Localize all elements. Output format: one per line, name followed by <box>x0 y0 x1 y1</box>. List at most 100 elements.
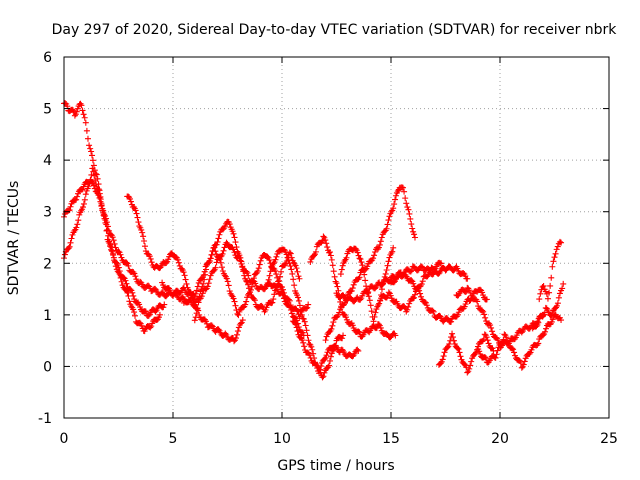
data-point <box>83 127 90 134</box>
data-point <box>225 282 232 289</box>
data-point <box>195 299 202 306</box>
data-point <box>335 312 342 319</box>
y-tick-label: 2 <box>43 256 52 272</box>
data-point <box>234 328 241 335</box>
data-point <box>355 328 362 335</box>
data-point <box>117 274 124 281</box>
data-point <box>327 353 334 360</box>
data-point <box>273 271 280 278</box>
data-point <box>348 287 355 294</box>
series-track <box>529 280 567 332</box>
data-point <box>318 239 325 246</box>
data-point <box>223 275 230 282</box>
data-point <box>546 289 553 296</box>
data-point <box>518 364 525 371</box>
data-point <box>142 308 149 315</box>
data-point <box>62 100 69 107</box>
data-point <box>408 277 415 284</box>
data-point <box>527 349 534 356</box>
data-point <box>364 263 371 270</box>
data-point <box>392 196 399 203</box>
data-point <box>230 295 237 302</box>
y-tick-label: 3 <box>43 205 52 221</box>
data-point <box>293 324 300 331</box>
data-point <box>241 272 248 279</box>
data-point <box>456 349 463 356</box>
data-point <box>93 181 100 188</box>
x-tick-label: 20 <box>491 431 509 447</box>
chart-title: Day 297 of 2020, Sidereal Day-to-day VTE… <box>52 22 618 38</box>
data-point <box>285 296 292 303</box>
data-point <box>147 324 154 331</box>
data-point <box>343 254 350 261</box>
data-point <box>141 238 148 245</box>
data-point <box>124 289 131 296</box>
data-point <box>65 207 72 214</box>
series-track <box>475 311 565 371</box>
data-point <box>488 324 495 331</box>
data-point <box>377 238 384 245</box>
data-point <box>543 325 550 332</box>
data-point <box>328 325 335 332</box>
data-point <box>352 245 359 252</box>
data-point <box>489 328 496 335</box>
data-point <box>174 256 181 263</box>
data-point <box>230 230 237 237</box>
x-tick-label: 15 <box>382 431 400 447</box>
data-point <box>440 353 447 360</box>
data-point <box>112 244 119 251</box>
data-point <box>355 252 362 259</box>
data-point <box>301 343 308 350</box>
data-point <box>92 177 99 184</box>
data-point <box>214 238 221 245</box>
data-point <box>558 239 565 246</box>
data-point <box>461 361 468 368</box>
data-point <box>300 315 307 322</box>
series-track <box>435 330 497 376</box>
data-point <box>78 102 85 109</box>
data-point <box>365 289 372 296</box>
data-point <box>483 296 490 303</box>
data-point <box>444 344 451 351</box>
data-point <box>419 278 426 285</box>
data-point <box>392 276 399 283</box>
data-point <box>175 259 182 266</box>
data-point <box>199 283 206 290</box>
data-point <box>125 292 132 299</box>
data-point <box>402 195 409 202</box>
data-point <box>280 289 287 296</box>
data-point <box>118 278 125 285</box>
data-point <box>131 309 138 316</box>
data-point <box>376 300 383 307</box>
data-point <box>219 267 226 274</box>
data-point <box>96 190 103 197</box>
data-point <box>148 259 155 266</box>
data-point <box>449 334 456 341</box>
data-point <box>286 297 293 304</box>
data-point <box>417 290 424 297</box>
data-point <box>411 234 418 241</box>
data-point <box>360 266 367 273</box>
data-point <box>558 317 565 324</box>
data-point <box>126 298 133 305</box>
data-point <box>216 231 223 238</box>
data-point <box>156 311 163 318</box>
series-track <box>337 244 397 325</box>
data-point <box>560 280 567 287</box>
data-point <box>103 221 110 228</box>
data-point <box>101 215 108 222</box>
data-point <box>231 338 238 345</box>
data-point <box>122 277 129 284</box>
data-point <box>389 248 396 255</box>
data-point <box>386 213 393 220</box>
data-point <box>239 263 246 270</box>
data-point <box>133 210 140 217</box>
data-point <box>88 171 95 178</box>
data-point <box>326 357 333 364</box>
data-point <box>372 309 379 316</box>
data-point <box>130 306 137 313</box>
data-point <box>473 349 480 356</box>
data-point <box>489 345 496 352</box>
data-point <box>141 243 148 250</box>
data-point <box>85 183 92 190</box>
